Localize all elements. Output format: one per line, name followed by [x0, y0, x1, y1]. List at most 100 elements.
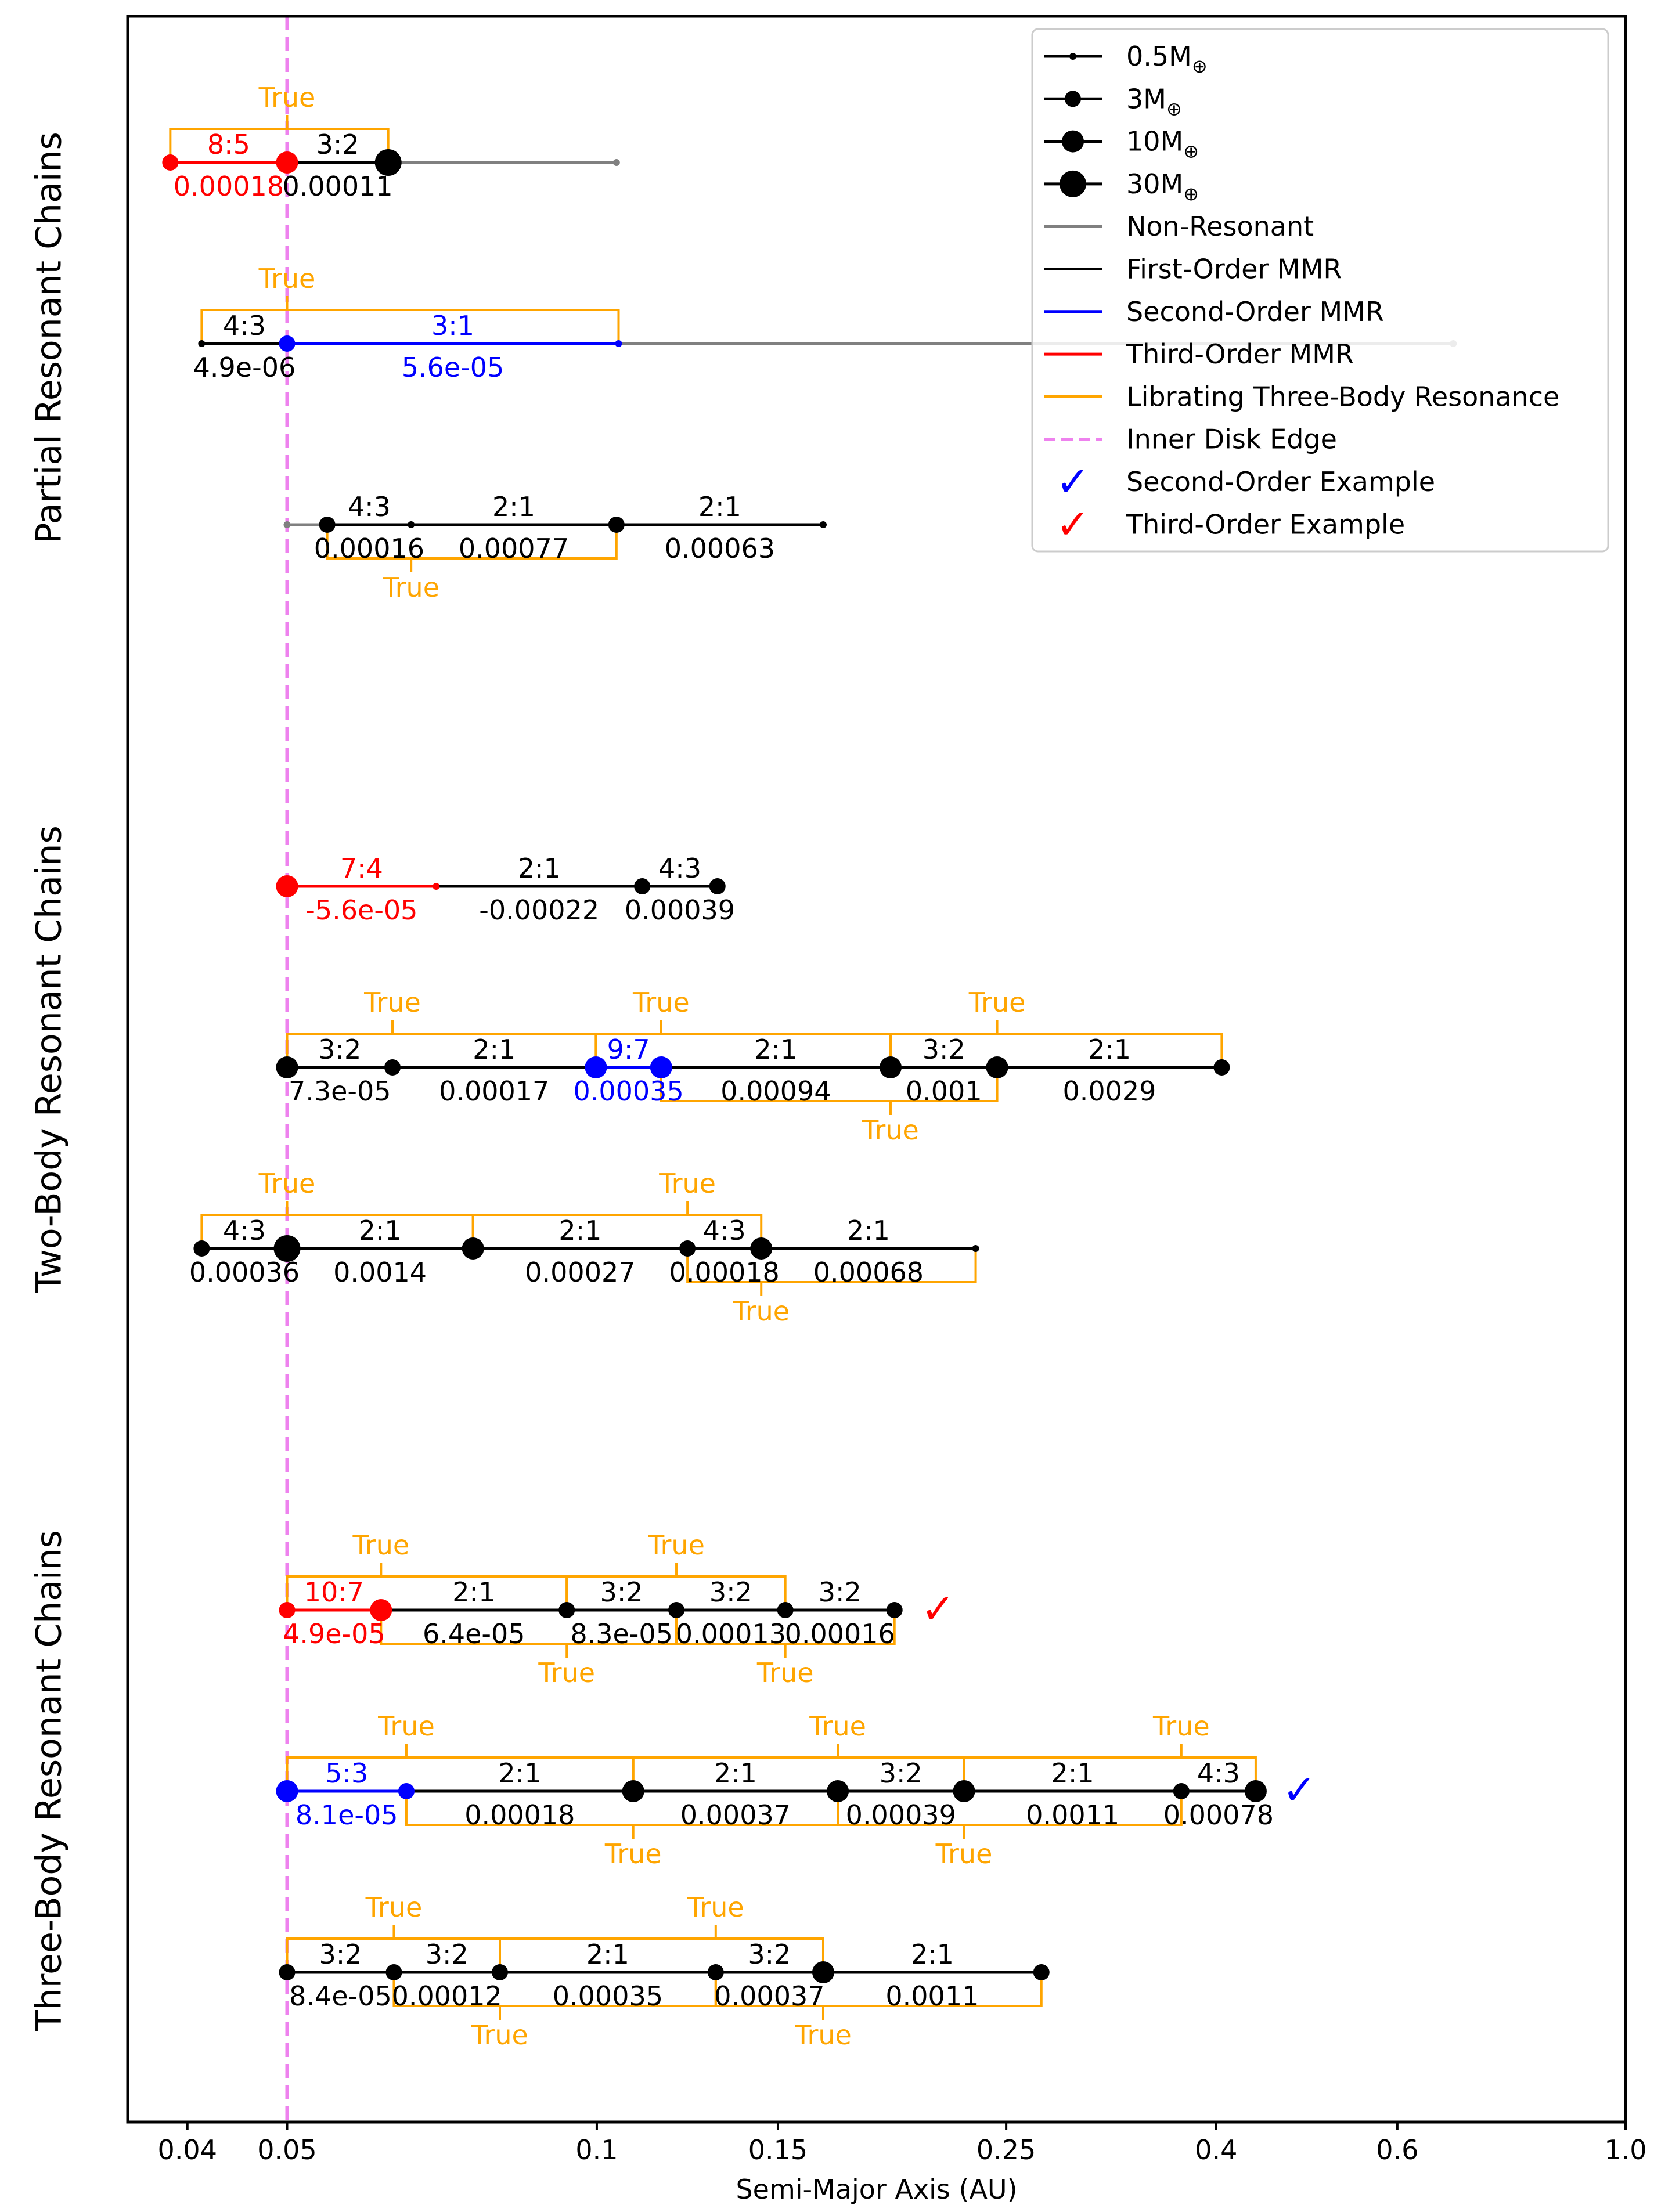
legend-check-icon: ✓	[1056, 458, 1090, 506]
resonance-offset-label: 0.00035	[574, 1076, 684, 1107]
three-body-label: True	[352, 1529, 409, 1561]
legend-entry: ✓ Second-Order Example	[1056, 458, 1435, 506]
three-body-label: True	[809, 1711, 866, 1742]
period-ratio-label: 7:4	[340, 853, 383, 884]
resonance-offset-label: 0.00037	[714, 1980, 824, 2012]
period-ratio-label: 3:2	[318, 1034, 361, 1065]
period-ratio-label: 2:1	[911, 1939, 954, 1970]
planet-marker	[385, 1964, 402, 1980]
three-body-bracket	[326, 525, 618, 560]
legend-mass-text: 0.5M	[1126, 41, 1192, 72]
resonance-offset-label: 0.00063	[665, 533, 775, 564]
period-ratio-label: 2:1	[698, 491, 741, 522]
legend-label: Second-Order Example	[1126, 466, 1435, 497]
system-row-5: True True TrueTrue3:27.3e-052:10.000179:70…	[276, 987, 1230, 1146]
example-check-icon: ✓	[921, 1585, 955, 1633]
three-body-label: True	[756, 1657, 814, 1688]
legend-mass-label: 0.5M⊕	[1126, 41, 1208, 77]
legend-mass-marker	[1065, 91, 1081, 107]
resonance-offset-label: 7.3e-05	[289, 1076, 391, 1107]
earth-symbol: ⊕	[1192, 55, 1208, 77]
planet-marker	[622, 1780, 644, 1802]
three-body-label: True	[604, 1838, 662, 1870]
resonance-offset-label: 0.00039	[625, 894, 735, 926]
three-body-label: True	[363, 987, 421, 1018]
legend-check-icon: ✓	[1056, 500, 1090, 548]
resonance-offset-label: 0.00016	[314, 533, 424, 564]
planet-marker	[612, 159, 620, 166]
three-body-label: True	[794, 2019, 852, 2051]
planet-marker	[198, 340, 206, 347]
planet-marker	[879, 1056, 902, 1078]
resonance-offset-label: 0.0029	[1062, 1076, 1156, 1107]
planet-marker	[273, 1235, 301, 1262]
planet-marker	[972, 1245, 979, 1252]
period-ratio-label: 8:5	[207, 129, 250, 160]
three-body-label: True	[862, 1114, 919, 1146]
three-body-label: True	[647, 1529, 705, 1561]
legend-entry: First-Order MMR	[1044, 254, 1342, 285]
planet-marker	[827, 1780, 849, 1802]
period-ratio-label: 2:1	[1088, 1034, 1131, 1065]
legend-entry: 30M⊕	[1044, 168, 1199, 205]
three-body-label: True	[1152, 1711, 1210, 1742]
x-tick-label: 0.1	[575, 2134, 618, 2166]
system-row-8: True True True True True 5:3 8.1e-05 2:1 0.00018…	[276, 1711, 1316, 1870]
planet-marker	[276, 151, 298, 174]
period-ratio-label: 2:1	[714, 1758, 757, 1789]
legend-label: Inner Disk Edge	[1126, 424, 1337, 455]
period-ratio-label: 2:1	[518, 853, 561, 884]
resonance-offset-label: 6.4e-05	[423, 1618, 525, 1650]
three-body-label: True	[258, 1168, 316, 1199]
legend-mass-label: 10M⊕	[1126, 126, 1199, 163]
group-label-three-body: Three-Body Resonant Chains	[29, 1530, 70, 2032]
resonance-offset-label: -5.6e-05	[305, 894, 417, 926]
planet-marker	[1213, 1059, 1230, 1076]
planet-marker	[750, 1237, 773, 1260]
resonance-offset-label: 0.00039	[846, 1799, 956, 1831]
group-labels: Partial Resonant Chains Two-Body Resonant…	[29, 132, 70, 2032]
period-ratio-label: 3:2	[316, 129, 359, 160]
x-tick-label: 0.25	[976, 2134, 1036, 2166]
resonance-offset-label: 0.0011	[1026, 1799, 1119, 1831]
system-row-7: True True True True 10:7 4.9e-05 2:1 6.4e-05 3:2…	[279, 1529, 955, 1688]
legend-label: Third-Order MMR	[1126, 338, 1354, 370]
legend-entry: Second-Order MMR	[1044, 296, 1384, 327]
resonance-offset-label: 0.00078	[1163, 1799, 1274, 1831]
planet-marker	[408, 521, 415, 528]
resonance-offset-label: 0.00011	[282, 171, 392, 202]
resonance-offset-label: 4.9e-05	[283, 1618, 385, 1650]
legend: 0.5M⊕3M⊕10M⊕30M⊕Non-ResonantFirst-Order …	[1031, 28, 1609, 553]
resonance-offset-label: 0.00018	[669, 1257, 780, 1288]
x-tick-label: 0.04	[158, 2134, 217, 2166]
planet-marker	[384, 1059, 401, 1076]
system-row-1: True 8:5 0.00018 3:2 0.00011	[162, 82, 620, 202]
x-tick-label: 0.4	[1195, 2134, 1237, 2166]
three-body-label: True	[365, 1892, 423, 1923]
period-ratio-label: 4:3	[658, 853, 701, 884]
resonance-offset-label: 0.00037	[680, 1799, 791, 1831]
resonance-offset-label: 0.00035	[553, 1980, 663, 2012]
earth-symbol: ⊕	[1183, 183, 1199, 205]
period-ratio-label: 10:7	[304, 1576, 364, 1608]
legend-entry: Third-Order MMR	[1044, 338, 1354, 370]
x-axis-label: Semi-Major Axis (AU)	[736, 2174, 1017, 2205]
resonance-offset-label: 0.0011	[885, 1980, 979, 2012]
three-body-bracket	[200, 309, 620, 344]
earth-symbol: ⊕	[1183, 140, 1199, 163]
planet-marker	[953, 1780, 975, 1802]
three-body-label: True	[258, 82, 316, 113]
legend-mass-text: 10M	[1126, 126, 1183, 157]
resonance-offset-label: 0.00012	[392, 1980, 502, 2012]
three-body-label: True	[258, 263, 316, 294]
x-tick-label: 0.15	[748, 2134, 808, 2166]
period-ratio-label: 2:1	[359, 1215, 402, 1246]
planet-marker	[279, 1602, 296, 1618]
period-ratio-label: 3:2	[923, 1034, 965, 1065]
three-body-label: True	[377, 1711, 435, 1742]
system-row-6: True True True 4:3 0.00036 2:1 0.0014 2:1 0.0002…	[189, 1168, 979, 1327]
planet-marker	[398, 1783, 415, 1799]
three-body-bracket	[963, 1756, 1257, 1791]
legend-mass-label: 30M⊕	[1126, 168, 1199, 205]
